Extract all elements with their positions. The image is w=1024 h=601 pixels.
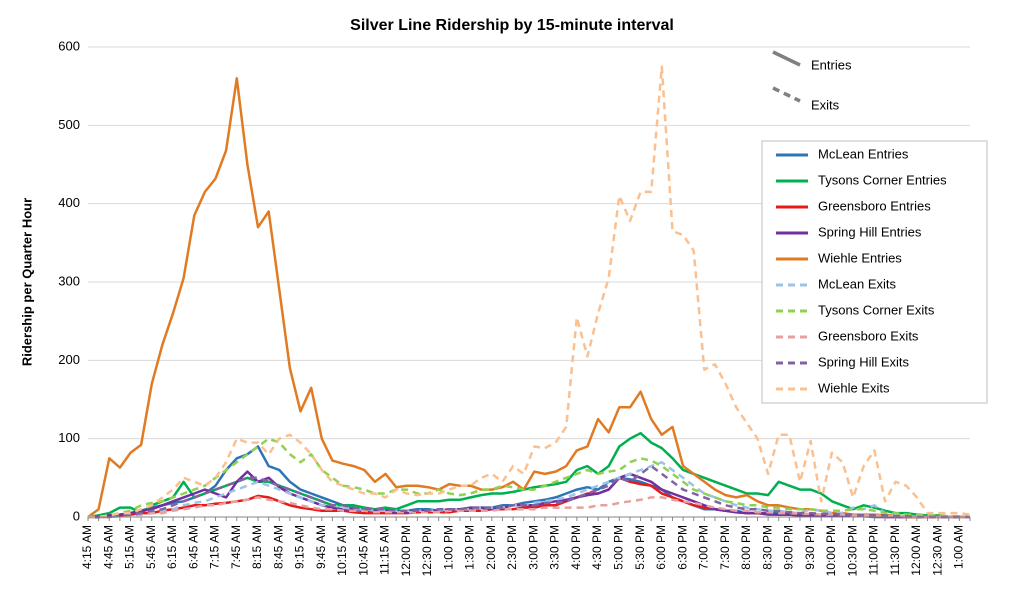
series-line [88, 65, 971, 519]
x-tick-label: 12:30 AM [930, 525, 944, 576]
x-tick-label: 5:30 PM [633, 525, 647, 570]
legend-label: McLean Entries [818, 146, 909, 161]
style-key-swatch [772, 86, 801, 103]
x-tick-label: 9:00 PM [782, 525, 796, 570]
x-tick-label: 1:00 AM [952, 525, 966, 569]
style-key-swatch [772, 50, 801, 67]
x-tick-label: 12:30 PM [420, 525, 434, 576]
style-key-label: Exits [811, 97, 840, 112]
legend-label: Greensboro Entries [818, 198, 931, 213]
plot-lines [87, 65, 971, 519]
x-tick-label: 9:15 AM [293, 525, 307, 569]
x-tick-label: 1:30 PM [463, 525, 477, 570]
series-line [88, 460, 970, 519]
x-tick-label: 5:15 AM [123, 525, 137, 569]
legend-box [761, 140, 988, 404]
x-tick-label: 4:30 PM [590, 525, 604, 570]
legend-label: Wiehle Exits [818, 380, 890, 395]
x-tick-label: 6:00 PM [654, 525, 668, 570]
x-tick-label: 5:00 PM [611, 525, 625, 570]
legend-label: Wiehle Entries [818, 250, 902, 265]
x-tick-label: 6:45 AM [186, 525, 200, 569]
x-tick-label: 7:15 AM [208, 525, 222, 569]
legend-label: Tysons Corner Exits [818, 302, 935, 317]
x-tick-label: 4:00 PM [569, 525, 583, 570]
x-tick-label: 8:30 PM [760, 525, 774, 570]
legend-label: Spring Hill Exits [818, 354, 910, 369]
x-tick-label: 4:45 AM [101, 525, 115, 569]
series-line [88, 470, 970, 519]
x-tick-label: 10:00 PM [824, 525, 838, 576]
style-key-label: Entries [811, 57, 852, 72]
x-tick-label: 4:15 AM [80, 525, 94, 569]
x-tick-label: 1:00 PM [441, 525, 455, 570]
x-tick-label: 11:15 AM [378, 525, 392, 575]
x-tick-label: 10:15 AM [335, 525, 349, 576]
x-tick-label: 12:00 PM [399, 525, 413, 576]
x-tick-label: 8:15 AM [250, 525, 264, 569]
x-tick-label: 2:30 PM [505, 525, 519, 570]
legend-label: Greensboro Exits [818, 328, 919, 343]
x-tick-label: 3:00 PM [526, 525, 540, 570]
y-tick-label: 200 [58, 352, 80, 367]
y-tick-label: 400 [58, 195, 80, 210]
x-tick-label: 11:30 PM [888, 525, 902, 575]
x-tick-label: 8:45 AM [271, 525, 285, 569]
x-tick-label: 8:00 PM [739, 525, 753, 570]
x-tick-label: 7:30 PM [718, 525, 732, 570]
x-tick-label: 9:45 AM [314, 525, 328, 569]
axes: 0 100 200 300 400 500 600 4:15 AM 4:45 AM 5:15 AM… [58, 38, 971, 576]
legend-label: Tysons Corner Entries [818, 172, 947, 187]
y-tick-label: 0 [73, 508, 80, 523]
grid [88, 46, 970, 518]
legend-label: McLean Exits [818, 276, 897, 291]
y-tick-label: 300 [58, 273, 80, 288]
series-line [88, 464, 970, 519]
x-tick-label: 10:30 PM [845, 525, 859, 576]
x-tick-label: 5:45 AM [144, 525, 158, 569]
x-tick-label: 2:00 PM [484, 525, 498, 570]
series-line [88, 437, 971, 519]
x-tick-label: 9:30 PM [803, 525, 817, 570]
series-line [88, 496, 970, 519]
y-tick-label: 600 [58, 38, 80, 53]
y-tick-label: 100 [58, 430, 80, 445]
x-tick-label: 12:00 AM [909, 525, 923, 576]
x-tick-label: 7:00 PM [697, 525, 711, 570]
x-tick-label: 11:00 PM [867, 525, 881, 575]
x-tick-label: 10:45 AM [356, 525, 370, 576]
y-tick-label: 500 [58, 117, 80, 132]
legend-label: Spring Hill Entries [818, 224, 922, 239]
legend: McLean Entries Tysons Corner Entries Green… [776, 146, 947, 395]
x-tick-label: 6:30 PM [675, 525, 689, 570]
x-tick-label: 3:30 PM [548, 525, 562, 570]
x-tick-label: 6:15 AM [165, 525, 179, 569]
x-tick-label: 7:45 AM [229, 525, 243, 569]
chart-title: Silver Line Ridership by 15-minute inter… [350, 17, 674, 34]
style-key: Entries Exits [772, 50, 852, 112]
y-axis-label: Ridership per Quarter Hour [19, 198, 34, 366]
